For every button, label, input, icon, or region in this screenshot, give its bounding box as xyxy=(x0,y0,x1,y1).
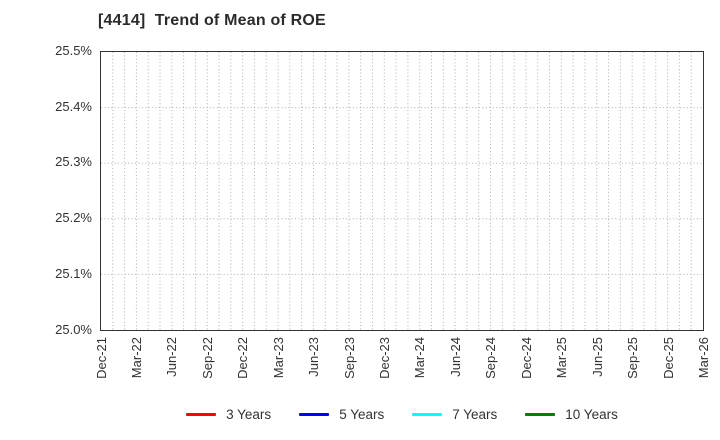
x-tick-label: Mar-22 xyxy=(128,337,144,379)
x-tick-label: Dec-22 xyxy=(235,337,251,379)
legend-item: 7 Years xyxy=(412,406,497,423)
x-tick-label: Dec-23 xyxy=(377,337,393,379)
legend-item: 10 Years xyxy=(525,406,618,423)
chart-title: [4414] Trend of Mean of ROE xyxy=(98,12,326,29)
y-tick-label: 25.1% xyxy=(55,265,92,281)
x-tick-label: Mar-23 xyxy=(270,337,286,379)
x-tick-label: Mar-25 xyxy=(554,337,570,379)
legend-label: 3 Years xyxy=(226,407,272,422)
y-tick-label: 25.3% xyxy=(55,154,92,170)
legend-label: 10 Years xyxy=(565,407,618,422)
x-tick-label: Dec-25 xyxy=(660,337,676,379)
plot-area xyxy=(100,51,704,331)
x-tick-label: Jun-23 xyxy=(306,337,322,377)
x-tick-label: Sep-23 xyxy=(341,337,357,379)
legend-label: 5 Years xyxy=(339,407,385,422)
x-tick-label: Dec-21 xyxy=(93,337,109,379)
y-tick-label: 25.4% xyxy=(55,98,92,114)
x-tick-label: Jun-25 xyxy=(589,337,605,377)
x-tick-label: Jun-22 xyxy=(164,337,180,377)
legend-label: 7 Years xyxy=(452,407,498,422)
legend-line-swatch xyxy=(186,413,217,416)
x-tick-label: Sep-24 xyxy=(483,337,499,379)
legend-item: 3 Years xyxy=(186,406,271,423)
y-tick-label: 25.5% xyxy=(55,43,92,58)
x-tick-label: Sep-22 xyxy=(199,337,215,379)
legend-line-swatch xyxy=(525,413,556,416)
x-tick-label: Mar-26 xyxy=(696,337,711,379)
x-tick-label: Mar-24 xyxy=(412,337,428,379)
legend-item: 5 Years xyxy=(299,406,384,423)
x-tick-label: Dec-24 xyxy=(518,337,534,379)
legend: 3 Years 5 Years 7 Years 10 Years xyxy=(100,406,704,423)
y-tick-label: 25.0% xyxy=(55,321,92,337)
gridlines xyxy=(101,52,703,330)
x-tick-label: Sep-25 xyxy=(625,337,641,379)
y-tick-label: 25.2% xyxy=(55,210,92,226)
legend-line-swatch xyxy=(299,413,330,416)
legend-line-swatch xyxy=(412,413,443,416)
x-tick-label: Jun-24 xyxy=(447,337,463,377)
